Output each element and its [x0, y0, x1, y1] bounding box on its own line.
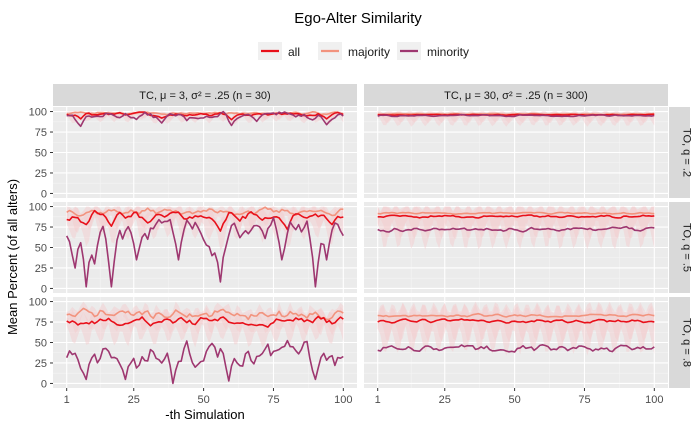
series-line-minority [65, 339, 344, 385]
y-axis: 0 25 50 75 100 0 25 50 75 100 0 25 50 75 100 [29, 107, 53, 390]
y-tick-label: 50 [35, 243, 47, 255]
row-strips: TO, q = .2 TO, q = .5 TO, q = .8 [669, 107, 693, 388]
series-line-minority [65, 216, 344, 288]
x-axis-label: -th Simulation [165, 407, 244, 422]
y-tick-label: 75 [35, 222, 47, 234]
series-line-minority [377, 225, 655, 233]
y-tick-label: 100 [29, 297, 47, 309]
series-line-minority [66, 110, 344, 128]
y-tick-label: 50 [35, 148, 47, 160]
column-strip-label-1: TC, μ = 3, σ² = .25 (n = 30) [139, 90, 270, 102]
x-tick-label: 100 [645, 394, 663, 406]
y-tick-label: 25 [35, 263, 47, 275]
y-tick-label: 0 [41, 283, 47, 295]
x-tick-label: 25 [128, 394, 140, 406]
y-tick-label: 25 [35, 168, 47, 180]
row-strip-label-1: TO, q = .2 [681, 128, 693, 177]
x-tick-label: 100 [334, 394, 352, 406]
series-line-majority [66, 307, 344, 321]
x-tick-label: 1 [64, 394, 70, 406]
row-strip-3 [669, 297, 690, 388]
y-tick-label: 0 [41, 378, 47, 390]
panel-r1-c1 [53, 107, 357, 198]
series-line-minority [377, 344, 655, 353]
series-line-all [66, 209, 344, 232]
legend-label-all: all [288, 45, 300, 59]
series-line-all [66, 111, 344, 121]
series-line-majority [377, 211, 655, 215]
x-tick-label: 75 [267, 394, 279, 406]
y-tick-label: 0 [41, 188, 47, 200]
x-tick-label: 25 [439, 394, 451, 406]
y-tick-label: 100 [29, 202, 47, 214]
legend-label-majority: majority [348, 45, 390, 59]
series-line-all [377, 318, 655, 324]
column-strips: TC, μ = 3, σ² = .25 (n = 30) TC, μ = 30, … [53, 84, 668, 106]
legend-label-minority: minority [427, 45, 469, 59]
y-tick-label: 75 [35, 127, 47, 139]
y-tick-label: 25 [35, 358, 47, 370]
row-strip-label-3: TO, q = .8 [681, 318, 693, 367]
y-tick-label: 75 [35, 317, 47, 329]
x-tick-label: 75 [578, 394, 590, 406]
row-strip-2 [669, 202, 690, 293]
series-line-all [66, 315, 344, 328]
y-tick-label: 50 [35, 338, 47, 350]
row-strip-label-2: TO, q = .5 [681, 223, 693, 272]
panel-r3-c1 [53, 297, 357, 388]
panel-r2-c1 [53, 202, 357, 293]
chart-title: Ego-Alter Similarity [294, 10, 422, 27]
column-strip-1 [53, 84, 357, 106]
row-strip-1 [669, 107, 690, 198]
ribbon-all [66, 306, 344, 348]
legend-item-minority: minority [397, 42, 469, 60]
series-line-all [377, 214, 655, 219]
x-tick-label: 1 [375, 394, 381, 406]
x-tick-label: 50 [197, 394, 209, 406]
panel-r3-c2 [364, 297, 668, 388]
y-tick-label: 100 [29, 107, 47, 119]
y-axis-label: Mean Percent (of all alters) [5, 179, 20, 335]
ribbon-majority [66, 206, 344, 234]
legend: all majority minority [258, 42, 469, 60]
x-axis: 1 25 50 75 100 1 25 50 75 100 [64, 388, 663, 406]
column-strip-2 [364, 84, 668, 106]
column-strip-label-2: TC, μ = 30, σ² = .25 (n = 300) [444, 90, 588, 102]
ribbon-majority [377, 206, 655, 240]
panels [53, 107, 668, 388]
panel-r2-c2 [364, 202, 668, 293]
series-line-majority [377, 312, 655, 318]
panel-r1-c2 [364, 107, 668, 198]
x-tick-label: 50 [508, 394, 520, 406]
legend-item-majority: majority [318, 42, 390, 60]
legend-item-all: all [258, 42, 300, 60]
series-line-minority [377, 113, 655, 118]
